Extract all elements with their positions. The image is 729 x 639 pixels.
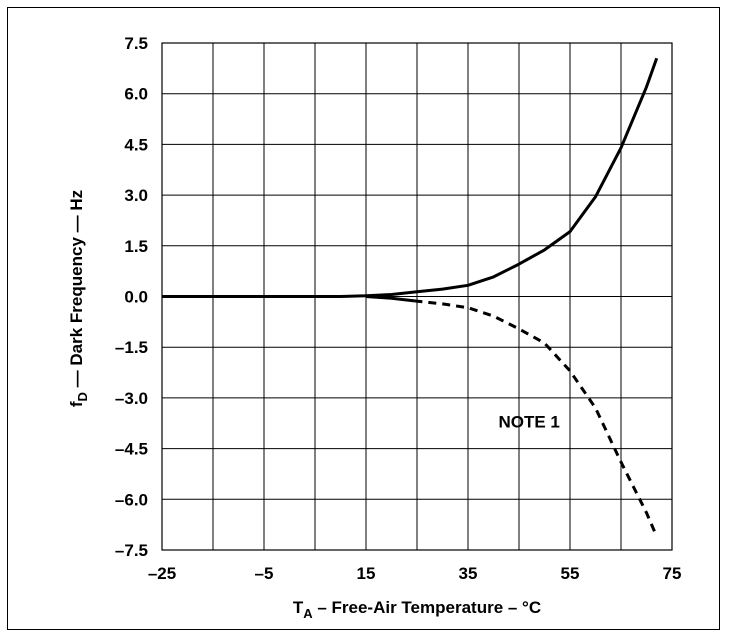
y-tick-label: 3.0	[124, 186, 148, 205]
x-tick-labels: –25 –5 15 35 55 75	[148, 564, 682, 583]
y-tick-label: 0.0	[124, 288, 148, 307]
x-tick-label: 75	[663, 564, 682, 583]
y-axis-title-rest: — Dark Frequency — Hz	[67, 190, 86, 392]
solid-curve	[365, 295, 415, 303]
x-tick-label: 15	[357, 564, 376, 583]
y-tick-label: –7.5	[115, 541, 148, 560]
solid-curve	[162, 57, 659, 298]
y-tick-label: 6.0	[124, 85, 148, 104]
dashed-curve	[414, 299, 659, 538]
x-axis-title-main: T	[293, 598, 304, 617]
y-tick-label: –3.0	[115, 389, 148, 408]
x-tick-label: 35	[459, 564, 478, 583]
y-axis-title: fD — Dark Frequency — Hz	[67, 190, 90, 407]
y-tick-label: 4.5	[124, 135, 148, 154]
y-axis-title-subscript: D	[75, 392, 90, 401]
series-group	[162, 57, 659, 538]
chart-frame	[7, 7, 720, 630]
x-axis-title-subscript: A	[303, 606, 313, 621]
x-axis-title-rest: – Free-Air Temperature – °C	[313, 598, 542, 617]
y-axis-title-main: f	[67, 401, 86, 407]
y-tick-label: 7.5	[124, 34, 148, 53]
x-axis-title: TA – Free-Air Temperature – °C	[293, 598, 541, 621]
x-tick-label: 55	[561, 564, 580, 583]
x-tick-label: –5	[255, 564, 274, 583]
note-annotation: NOTE 1	[498, 413, 559, 432]
y-tick-label: 1.5	[124, 237, 148, 256]
y-tick-label: –6.0	[115, 490, 148, 509]
x-tick-label: –25	[148, 564, 176, 583]
y-tick-label: –4.5	[115, 440, 148, 459]
y-tick-labels: 7.5 6.0 4.5 3.0 1.5 0.0 –1.5 –3.0 –4.5 –6.0 –7.5	[115, 34, 148, 560]
y-tick-label: –1.5	[115, 338, 148, 357]
